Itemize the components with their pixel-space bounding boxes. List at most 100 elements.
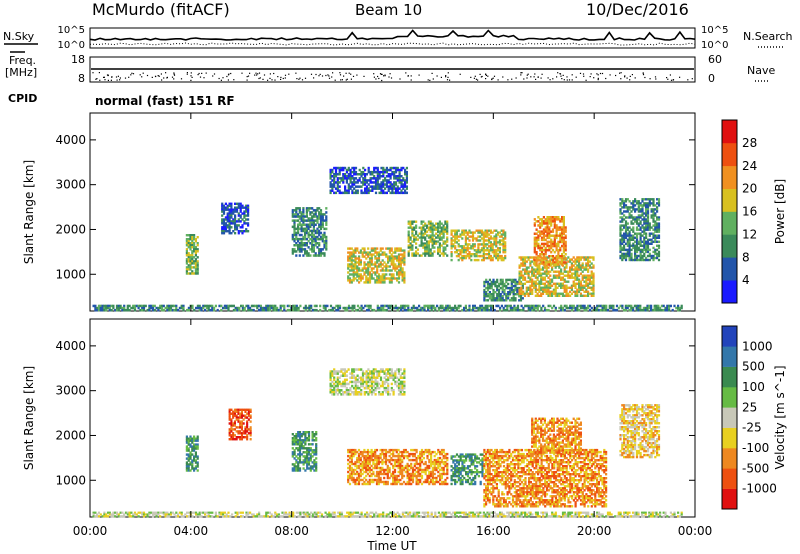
power-echo-cell [643,238,646,241]
noise-tick-bottom-right: 10^0 [701,40,728,51]
power-echo-cell [345,168,348,172]
power-echo-cell [319,304,322,308]
power-echo-cell [635,306,638,310]
power-echo-cell [491,251,494,254]
power-echo-cell [381,281,384,284]
power-echo-cell [407,226,410,229]
power-echo-cell [619,220,622,223]
power-echo-cell [295,233,298,237]
power-echo-cell [387,261,390,264]
power-echo-cell [529,256,532,259]
velocity-echo-cell [659,511,662,514]
power-echo-cell [652,254,655,258]
velocity-echo-cell [572,515,575,518]
power-echo-cell [463,308,466,312]
power-echo-cell [307,225,310,229]
velocity-echo-cell [187,449,190,452]
power-echo-cell [314,209,317,212]
velocity-echo-cell [311,515,315,518]
power-echo-cell [382,181,385,184]
power-echo-cell [407,222,410,225]
power-echo-cell [637,248,640,252]
power-echo-cell [297,308,300,312]
nave-dot [116,79,118,81]
power-echo-cell [592,308,595,312]
power-echo-cell [185,262,188,265]
power-echo-cell [559,218,562,221]
power-echo-cell [429,240,432,243]
power-echo-cell [370,247,373,250]
power-echo-cell [561,234,564,237]
power-echo-cell [507,297,510,300]
power-echo-cell [630,254,633,258]
power-echo-cell [531,288,534,291]
power-echo-cell [490,280,493,284]
power-echo-cell [648,306,651,310]
velocity-echo-cell [655,513,658,516]
velocity-echo-cell [479,511,482,514]
power-echo-cell [623,308,626,312]
power-echo-cell [397,275,401,278]
power-echo-cell [342,175,345,178]
power-echo-cell [551,220,555,223]
power-echo-cell [495,249,498,252]
power-echo-cell [370,273,373,276]
power-echo-cell [442,230,445,233]
velocity-echo-cell [168,513,171,516]
power-echo-cell [497,288,501,292]
power-echo-cell [429,226,432,229]
power-echo-cell [650,226,653,229]
velocity-echo-cell [191,467,194,470]
velocity-echo-cell [214,515,217,518]
power-echo-cell [463,231,466,234]
nave-dot [601,72,604,75]
power-echo-cell [634,244,637,247]
nave-dot [130,74,132,76]
power-echo-cell [318,215,321,218]
power-echo-cell [646,250,650,254]
power-echo-cell [384,187,387,190]
power-echo-cell [484,231,487,234]
velocity-echo-cell [123,513,126,516]
velocity-echo-cell [545,511,548,514]
velocity-echo-cell [121,511,124,514]
power-echo-cell [175,306,178,310]
power-echo-cell [544,257,547,260]
power-echo-cell [364,304,367,308]
power-echo-cell [415,230,418,233]
velocity-echo-cell [578,511,581,514]
power-echo-cell [385,168,388,172]
power-echo-cell [354,170,358,174]
power-echo-cell [368,265,372,268]
power-echo-cell [535,263,538,266]
power-echo-cell [247,214,250,217]
power-echo-cell [307,235,310,239]
power-echo-cell [376,267,379,270]
nave-dot [473,77,475,79]
power-echo-cell [535,240,538,244]
power-echo-cell [491,256,494,260]
velocity-echo-cell [178,511,181,514]
power-echo-cell [515,308,518,312]
power-echo-cell [587,304,590,308]
power-echo-cell [504,304,507,308]
power-echo-cell [531,306,534,310]
velocity-echo-cell [299,515,302,518]
velocity-echo-cell [493,515,496,518]
power-echo-cell [525,256,528,259]
power-echo-cell [293,215,296,218]
power-echo-cell [295,211,298,214]
power-echo-cell [150,306,153,310]
nave-dot [269,77,271,79]
power-echo-cell [641,204,644,207]
power-echo-cell [554,266,557,269]
power-echo-cell [418,244,421,247]
power-echo-cell [635,304,638,308]
power-echo-cell [662,304,665,308]
power-echo-cell [267,304,270,308]
power-echo-cell [252,308,255,312]
power-echo-cell [354,181,358,184]
power-echo-cell [452,243,455,246]
power-echo-cell [471,239,475,242]
power-echo-cell [261,306,264,310]
